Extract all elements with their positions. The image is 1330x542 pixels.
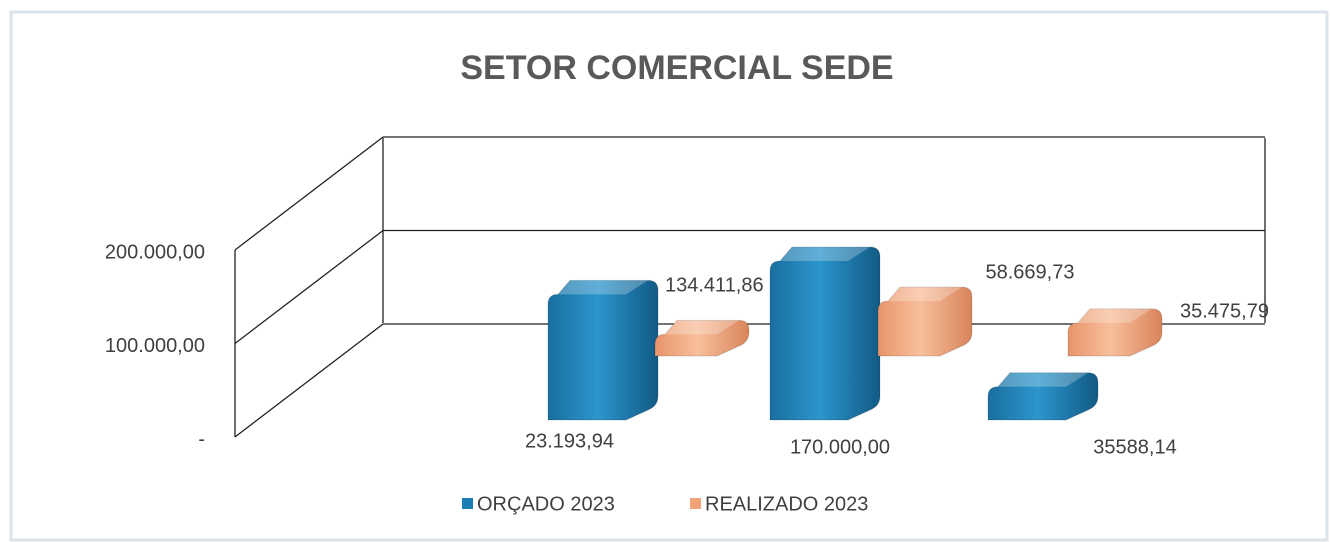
chart-title: SETOR COMERCIAL SEDE (460, 49, 893, 87)
bar (987, 372, 1099, 421)
data-label: 58.669,73 (986, 261, 1075, 283)
data-label: 35588,14 (1093, 436, 1176, 458)
bar-top (1078, 308, 1152, 323)
grid-line (234, 136, 384, 251)
legend-label: REALIZADO 2023 (705, 493, 868, 515)
bar (769, 246, 881, 421)
bar (547, 279, 659, 421)
data-label: 35.475,79 (1180, 300, 1269, 322)
data-label: 23.193,94 (525, 430, 614, 452)
bar-top (665, 320, 739, 335)
y-tick-label: - (198, 428, 205, 450)
data-label: 170.000,00 (790, 436, 890, 458)
data-label: 134.411,86 (665, 274, 764, 296)
legend-swatch (462, 498, 473, 509)
bar (654, 319, 750, 357)
bar-top (558, 280, 648, 295)
bar-top (998, 372, 1088, 387)
legend-swatch (690, 498, 701, 509)
bar-top (780, 247, 870, 262)
bar (877, 286, 973, 357)
legend-label: ORÇADO 2023 (477, 493, 615, 515)
chart-frame (9, 10, 1329, 542)
y-tick-label: 200.000,00 (105, 241, 205, 263)
grid-line (234, 229, 384, 345)
grid-line (234, 323, 384, 438)
bar-top (888, 287, 962, 302)
bar (1067, 308, 1163, 357)
y-tick-label: 100.000,00 (105, 335, 205, 357)
